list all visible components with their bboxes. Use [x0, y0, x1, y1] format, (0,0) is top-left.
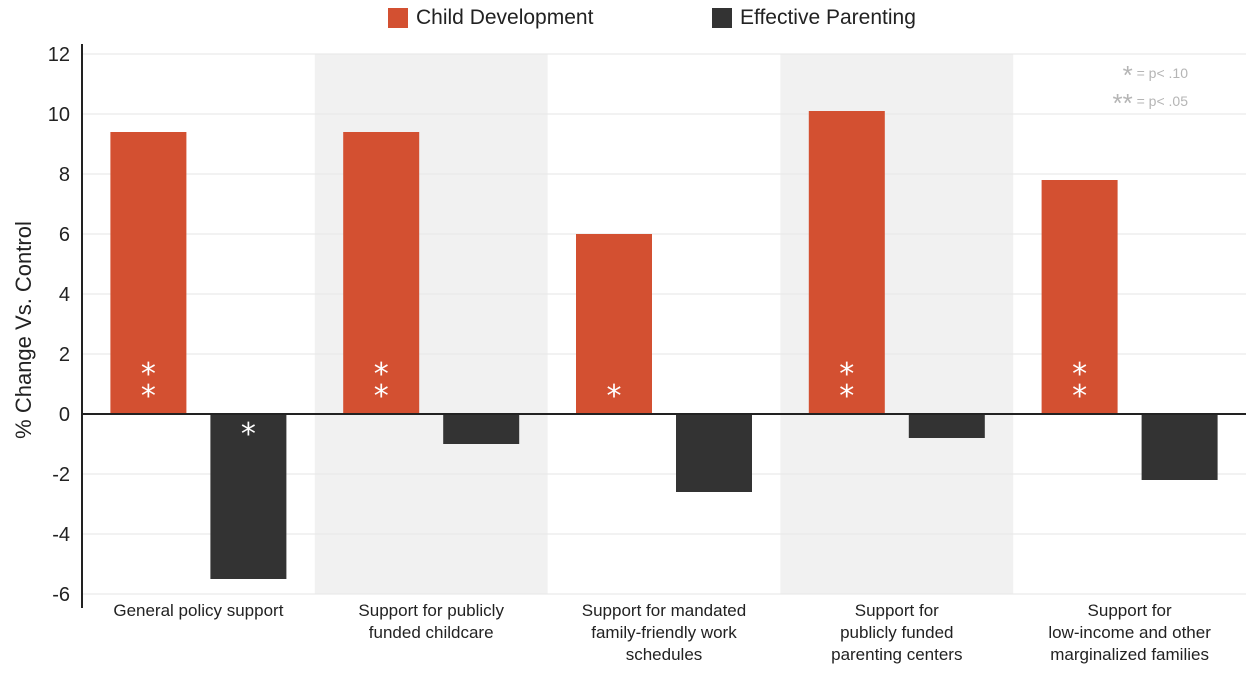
sig-key-p05-text: = p< .05 [1136, 93, 1188, 109]
significance-star: * [1072, 357, 1087, 392]
significance-star: * [839, 357, 854, 392]
category-label-line: Support for [1087, 601, 1172, 620]
category-label-0: General policy support [83, 600, 313, 622]
category-label-line: Support for [854, 601, 939, 620]
sig-key-p10-stars: * [1122, 60, 1133, 90]
significance-stars: **** ****** [141, 357, 1087, 452]
significance-star: * [839, 379, 854, 414]
y-tick-label: -4 [52, 524, 70, 546]
category-label-line: General policy support [113, 601, 284, 620]
bars [110, 111, 1218, 579]
y-axis-title: % Change Vs. Control [11, 221, 36, 439]
sig-key-p10-text: = p< .10 [1136, 65, 1188, 81]
category-label-line: low-income and other [1048, 623, 1211, 642]
significance-key: * = p< .10 ** = p< .05 [1112, 60, 1188, 116]
y-tick-label: 0 [59, 404, 70, 426]
y-tick-label: 4 [59, 284, 70, 306]
bar-child-0 [110, 132, 187, 414]
significance-star: * [141, 379, 156, 414]
bar-parent-0 [210, 414, 287, 579]
category-label-2: Support for mandated family-friendly work… [549, 600, 779, 666]
category-label-line: Support for publicly [358, 601, 504, 620]
category-label-line: family-friendly work [591, 623, 737, 642]
bar-parent-3 [908, 414, 985, 438]
significance-star: * [141, 357, 156, 392]
y-tick-label: 2 [59, 344, 70, 366]
significance-star: * [374, 357, 389, 392]
bar-child-1 [343, 132, 420, 414]
category-label-line: Support for mandated [581, 601, 747, 620]
legend-label-parent: Effective Parenting [740, 6, 916, 29]
bar-child-4 [1041, 180, 1118, 414]
legend: Child Development Effective Parenting [0, 6, 1248, 38]
category-label-1: Support for publicly funded childcare [316, 600, 546, 644]
y-tick-label: 12 [48, 44, 70, 66]
y-tick-label: 6 [59, 224, 70, 246]
bar-child-2 [576, 234, 652, 414]
significance-star: * [607, 379, 622, 414]
sig-key-p05-stars: ** [1112, 88, 1133, 118]
legend-item-child: Child Development [388, 6, 593, 30]
y-tick-label: 8 [59, 164, 70, 186]
category-label-3: Support for publicly funded parenting cent… [782, 600, 1012, 666]
bar-parent-1 [443, 414, 520, 444]
category-label-line: funded childcare [368, 623, 494, 642]
category-label-line: parenting centers [831, 645, 963, 664]
category-label-4: Support for low-income and other marginali… [1015, 600, 1245, 666]
axes [81, 44, 1246, 608]
bar-parent-2 [676, 414, 752, 492]
category-label-line: schedules [625, 645, 703, 664]
category-label-line: marginalized families [1050, 645, 1209, 664]
legend-swatch-child [388, 8, 408, 28]
y-tick-label: 10 [48, 104, 70, 126]
y-tick-label: -6 [52, 584, 70, 606]
legend-item-parent: Effective Parenting [712, 6, 916, 30]
legend-swatch-parent [712, 8, 732, 28]
y-tick-labels: 12 10 8 6 4 2 0 -2 -4 -6 [48, 44, 70, 606]
background-bands [314, 54, 1014, 594]
legend-label-child: Child Development [416, 6, 594, 29]
category-label-line: publicly funded [840, 623, 954, 642]
bar-parent-4 [1141, 414, 1218, 480]
y-tick-label: -2 [52, 464, 70, 486]
significance-star: * [1072, 379, 1087, 414]
sig-key-p05: ** = p< .05 [1112, 88, 1188, 116]
sig-key-p10: * = p< .10 [1112, 60, 1188, 88]
bar-child-3 [808, 111, 885, 414]
significance-star: * [241, 417, 256, 452]
significance-star: * [374, 379, 389, 414]
